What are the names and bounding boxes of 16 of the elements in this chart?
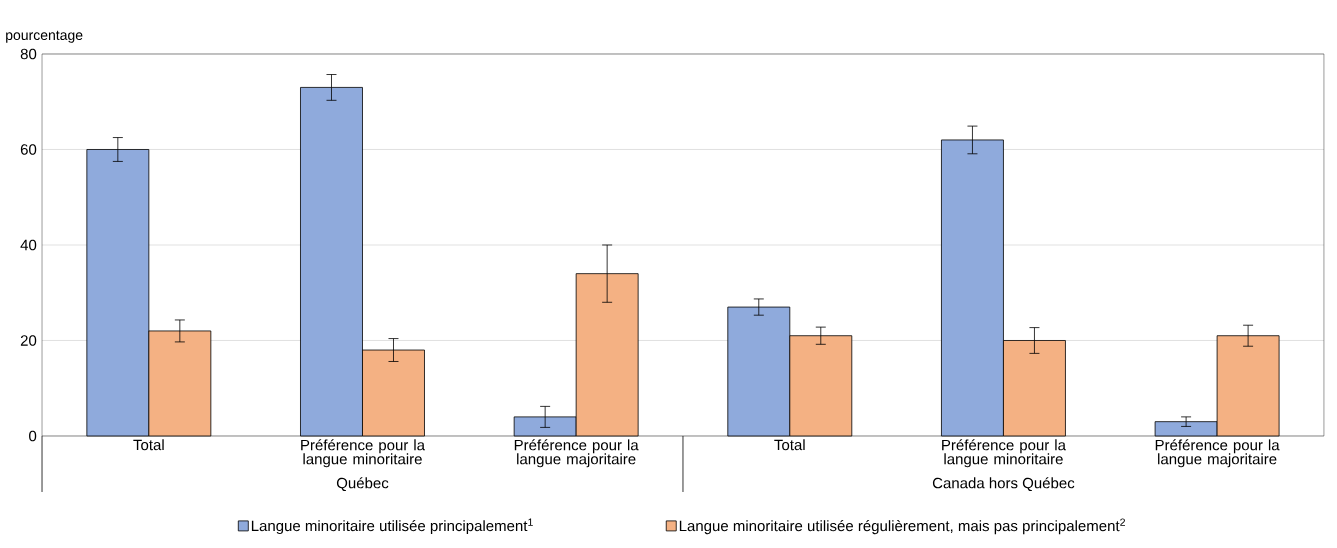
y-tick-label: 60 bbox=[20, 144, 37, 155]
legend-label: Langue minoritaire utilisée principalement$^{1}$ bbox=[251, 518, 533, 535]
y-tick-label: 20 bbox=[20, 335, 37, 346]
x-tick-label: Total bbox=[133, 439, 164, 451]
y-tick-label: 40 bbox=[20, 239, 37, 251]
text: Québec bbox=[336, 477, 389, 492]
x-tick-label: Préférence pour la langue minoritaire bbox=[301, 439, 425, 468]
x-tick-label: Préférence pour la langue majoritaire bbox=[1155, 439, 1280, 468]
legend-label: Langue minoritaire utilisée régulièrement, mais pas principalement$^{2}$ bbox=[679, 518, 1125, 535]
text: Canada hors Québec bbox=[932, 477, 1075, 492]
y-tick-label: 0 bbox=[29, 430, 37, 442]
x-tick-label: Total bbox=[774, 439, 805, 451]
x-tick-label: Préférence pour la langue majoritaire bbox=[514, 439, 639, 468]
y-tick-label: 80 bbox=[20, 48, 37, 60]
x-tick-label: Préférence pour la langue minoritaire bbox=[942, 439, 1066, 468]
y-axis-title: pourcentage bbox=[6, 30, 83, 43]
